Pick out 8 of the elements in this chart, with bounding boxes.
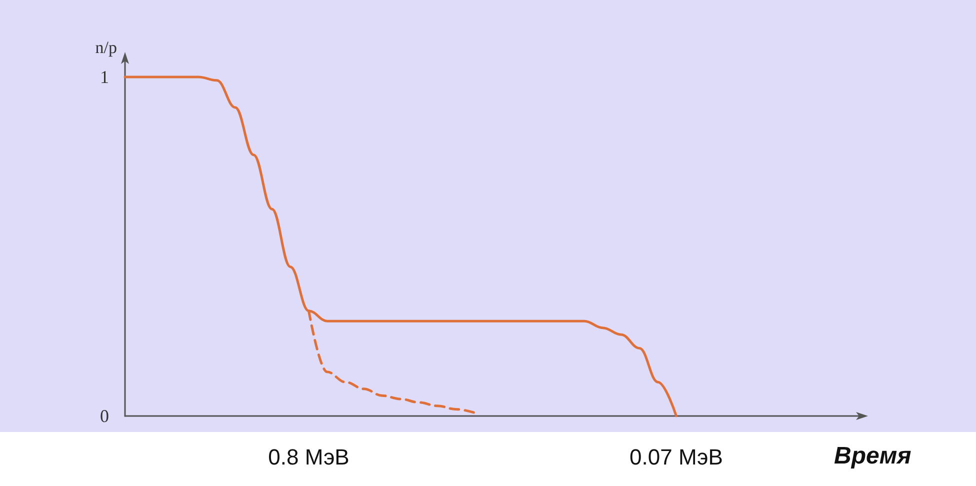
y-axis-title: n/p xyxy=(95,38,117,57)
y-tick-label: 1 xyxy=(100,66,109,87)
y-tick-label: 0 xyxy=(100,406,109,426)
x-axis-title: Время xyxy=(834,442,912,470)
x-tick-label: 0.07 МэВ xyxy=(630,444,723,470)
x-tick-label: 0.8 МэВ xyxy=(268,444,350,470)
line-series xyxy=(308,310,476,414)
line-series xyxy=(124,76,678,418)
